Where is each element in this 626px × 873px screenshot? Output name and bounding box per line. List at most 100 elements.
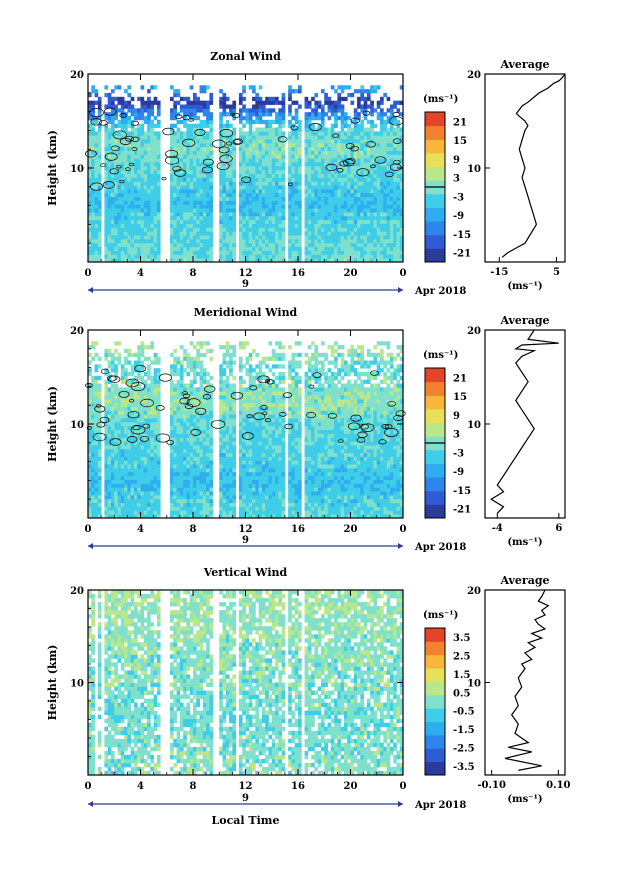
heatmap-cell <box>193 123 197 128</box>
heatmap-cell <box>94 375 99 381</box>
heatmap-cell <box>288 246 292 251</box>
heatmap-cell <box>153 154 158 159</box>
heatmap-cell <box>337 242 342 248</box>
heatmap-cell <box>193 150 197 155</box>
heatmap-cell <box>189 123 194 128</box>
heatmap-cell <box>248 250 253 255</box>
heatmap-cell <box>170 238 174 244</box>
heatmap-cell <box>153 100 158 105</box>
heatmap-cell <box>370 219 374 224</box>
heatmap-cell <box>107 116 112 121</box>
heatmap-cell <box>110 383 115 388</box>
heatmap-cell <box>156 487 161 492</box>
heatmap-cell <box>110 421 115 427</box>
heatmap-cell <box>97 208 102 213</box>
heatmap-cell <box>140 150 145 155</box>
heatmap-cell <box>229 104 233 109</box>
heatmap-cell <box>229 123 233 128</box>
heatmap-cell <box>196 498 200 504</box>
heatmap-cell <box>268 246 273 251</box>
heatmap-cell <box>120 258 125 263</box>
heatmap-cell <box>386 215 391 221</box>
heatmap-cell <box>91 418 95 423</box>
heatmap-cell <box>156 139 161 144</box>
heatmap-cell <box>294 146 299 151</box>
heatmap-cell <box>153 368 158 373</box>
heatmap-cell <box>88 196 92 201</box>
heatmap-cell <box>114 173 118 178</box>
heatmap-cell <box>170 246 174 251</box>
heatmap-cell <box>120 96 125 102</box>
heatmap-cell <box>179 406 184 411</box>
heatmap-cell <box>357 208 361 213</box>
heatmap-cell <box>150 360 155 365</box>
heatmap-cell <box>114 231 118 236</box>
heatmap-cell <box>88 258 92 263</box>
heatmap-cell <box>330 181 335 186</box>
heatmap-cell <box>147 383 151 388</box>
heatmap-cell <box>288 119 292 125</box>
heatmap-cell <box>334 162 338 167</box>
heatmap-cell <box>183 238 187 244</box>
heatmap-cell <box>238 142 243 148</box>
heatmap-cell <box>179 502 184 507</box>
heatmap-cell <box>206 142 210 148</box>
heatmap-cell <box>170 196 174 201</box>
heatmap-cell <box>120 468 125 473</box>
colorbar-swatch <box>425 221 445 236</box>
heatmap-cell <box>97 425 102 431</box>
heatmap-cell <box>143 491 148 496</box>
heatmap-cell <box>196 471 200 477</box>
heatmap-cell <box>343 258 348 263</box>
heatmap-cell <box>307 215 312 221</box>
heatmap-cell <box>153 452 158 457</box>
heatmap-cell <box>88 437 92 442</box>
heatmap-cell <box>196 223 200 228</box>
heatmap-cell <box>176 372 181 377</box>
heatmap-cell <box>242 89 246 94</box>
heatmap-cell <box>91 200 95 205</box>
heatmap-cell <box>334 238 338 244</box>
heatmap-cell <box>110 356 115 361</box>
heatmap-cell <box>196 200 200 205</box>
heatmap-cell <box>137 250 141 255</box>
heatmap-cell <box>255 146 260 151</box>
heatmap-cell <box>238 204 243 209</box>
heatmap-cell <box>265 227 269 232</box>
heatmap-cell <box>189 246 194 251</box>
heatmap-cell <box>173 418 177 423</box>
heatmap-cell <box>173 92 177 98</box>
heatmap-cell <box>94 452 99 457</box>
heatmap-cell <box>393 189 397 194</box>
heatmap-cell <box>232 177 237 182</box>
heatmap-cell <box>170 464 174 469</box>
heatmap-cell <box>147 204 151 209</box>
heatmap-cell <box>107 185 112 190</box>
heatmap-cell <box>255 139 260 144</box>
heatmap-cell <box>193 223 197 228</box>
heatmap-cell <box>343 242 348 248</box>
heatmap-cell <box>380 150 384 155</box>
heatmap-cell <box>189 146 194 151</box>
heatmap-cell <box>186 352 191 358</box>
heatmap-cell <box>137 246 141 251</box>
heatmap-cell <box>183 154 187 159</box>
heatmap-cell <box>219 208 223 213</box>
heatmap-cell <box>114 441 118 446</box>
heatmap-cell <box>183 242 187 248</box>
heatmap-cell <box>206 254 210 259</box>
heatmap-cell <box>120 142 125 148</box>
heatmap-cell <box>291 185 296 190</box>
heatmap-cell <box>130 437 135 442</box>
heatmap-cell <box>130 498 135 504</box>
heatmap-cell <box>294 219 299 224</box>
heatmap-cell <box>120 418 125 423</box>
heatmap-cell <box>258 116 263 121</box>
heatmap-cell <box>383 92 387 98</box>
heatmap-cell <box>110 246 115 251</box>
heatmap-cell <box>140 177 145 182</box>
heatmap-cell <box>117 491 122 496</box>
heatmap-cell <box>261 227 266 232</box>
heatmap-cell <box>156 429 161 434</box>
heatmap-cell <box>294 238 299 244</box>
